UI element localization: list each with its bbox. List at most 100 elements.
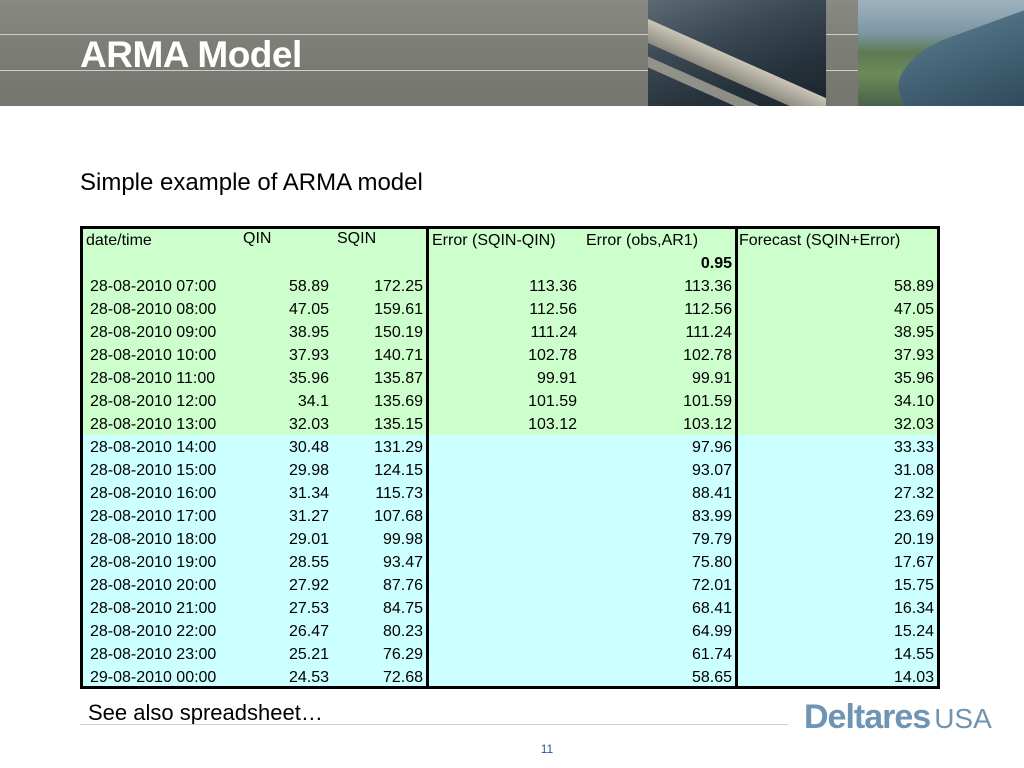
cell-forecast: 20.19 bbox=[893, 531, 934, 548]
cell-forecast: 15.24 bbox=[893, 623, 934, 640]
cell-qin: 32.03 bbox=[288, 416, 329, 433]
cell-qin: 25.21 bbox=[288, 646, 329, 663]
cell-datetime: 28-08-2010 18:00 bbox=[90, 531, 217, 548]
slide-subtitle: Simple example of ARMA model bbox=[80, 169, 423, 196]
cell-err-ar1: 75.80 bbox=[691, 554, 732, 571]
deltares-logo: Deltares USA bbox=[804, 698, 992, 737]
cell-qin: 30.48 bbox=[288, 439, 329, 456]
cell-err-ar1: 64.99 bbox=[691, 623, 732, 640]
cell-err-ar1: 83.99 bbox=[691, 508, 732, 525]
cell-sqin: 124.15 bbox=[374, 462, 423, 479]
cell-qin: 31.27 bbox=[288, 508, 329, 525]
cell-datetime: 28-08-2010 17:00 bbox=[90, 508, 217, 525]
cell-sqin: 80.23 bbox=[382, 623, 423, 640]
cell-forecast: 58.89 bbox=[893, 278, 934, 295]
cell-err-ar1: 72.01 bbox=[691, 577, 732, 594]
cell-err bbox=[432, 620, 577, 643]
cell-err bbox=[432, 505, 577, 528]
cell-err-ar1: 112.56 bbox=[684, 301, 732, 318]
header-rule-bottom bbox=[0, 70, 1024, 71]
ar1-coefficient: 0.95 bbox=[700, 255, 732, 272]
header-qin: QIN bbox=[243, 230, 272, 247]
cell-err: 112.56 bbox=[529, 301, 577, 318]
cell-qin: 29.98 bbox=[288, 462, 329, 479]
logo-suffix: USA bbox=[934, 703, 992, 734]
header-sqin: SQIN bbox=[337, 230, 377, 247]
column-divider-1 bbox=[426, 229, 429, 686]
cell-err bbox=[432, 574, 577, 597]
cell-forecast: 38.95 bbox=[893, 324, 934, 341]
cell-sqin: 107.68 bbox=[374, 508, 423, 525]
cell-err-ar1: 61.74 bbox=[691, 646, 732, 663]
cell-qin: 35.96 bbox=[288, 370, 329, 387]
page-number: 11 bbox=[540, 742, 554, 756]
cell-forecast: 23.69 bbox=[893, 508, 934, 525]
cell-sqin: 115.73 bbox=[375, 485, 423, 502]
cell-qin: 58.89 bbox=[288, 278, 329, 295]
cell-qin: 38.95 bbox=[288, 324, 329, 341]
cell-err: 102.78 bbox=[528, 347, 577, 364]
cell-qin: 31.34 bbox=[288, 485, 329, 502]
cell-qin: 29.01 bbox=[288, 531, 329, 548]
cell-err: 113.36 bbox=[529, 278, 577, 295]
cell-err-ar1: 79.79 bbox=[691, 531, 732, 548]
bridge-photo bbox=[648, 0, 826, 106]
cell-err bbox=[432, 528, 577, 551]
cell-datetime: 28-08-2010 09:00 bbox=[90, 324, 217, 341]
cell-err: 101.59 bbox=[528, 393, 577, 410]
cell-forecast: 33.33 bbox=[893, 439, 934, 456]
cell-sqin: 159.61 bbox=[374, 301, 423, 318]
bridge-deck bbox=[648, 10, 826, 106]
spreadsheet-note: See also spreadsheet… bbox=[88, 700, 323, 725]
cell-datetime: 28-08-2010 22:00 bbox=[90, 623, 217, 640]
cell-datetime: 28-08-2010 11:00 bbox=[90, 370, 216, 387]
cell-err: 111.24 bbox=[530, 324, 577, 341]
cell-sqin: 99.98 bbox=[382, 531, 423, 548]
cell-qin: 47.05 bbox=[288, 301, 329, 318]
column-divider-2 bbox=[735, 229, 738, 686]
cell-err: 103.12 bbox=[528, 416, 577, 433]
cell-qin: 24.53 bbox=[288, 669, 329, 686]
cell-forecast: 37.93 bbox=[893, 347, 934, 364]
cell-err-ar1: 111.24 bbox=[685, 324, 732, 341]
cell-datetime: 28-08-2010 20:00 bbox=[90, 577, 217, 594]
header-error-obs-ar1: Error (obs,AR1) bbox=[586, 232, 699, 249]
cell-sqin: 172.25 bbox=[374, 278, 423, 295]
cell-forecast: 35.96 bbox=[893, 370, 934, 387]
cell-err bbox=[432, 643, 577, 666]
cell-err: 99.91 bbox=[536, 370, 577, 387]
cell-datetime: 28-08-2010 08:00 bbox=[90, 301, 217, 318]
cell-err-ar1: 88.41 bbox=[691, 485, 732, 502]
cell-datetime: 28-08-2010 07:00 bbox=[90, 278, 217, 295]
cell-err-ar1: 93.07 bbox=[691, 462, 732, 479]
forecast-period-band bbox=[83, 435, 937, 686]
cell-err-ar1: 102.78 bbox=[683, 347, 732, 364]
cell-forecast: 31.08 bbox=[893, 462, 934, 479]
cell-qin: 28.55 bbox=[288, 554, 329, 571]
cell-forecast: 14.03 bbox=[893, 669, 934, 686]
cell-sqin: 72.68 bbox=[382, 669, 423, 686]
cell-err bbox=[432, 597, 577, 620]
cell-forecast: 32.03 bbox=[893, 416, 934, 433]
cell-datetime: 28-08-2010 23:00 bbox=[90, 646, 217, 663]
cell-sqin: 93.47 bbox=[382, 554, 423, 571]
cell-sqin: 140.71 bbox=[374, 347, 423, 364]
cell-datetime: 28-08-2010 21:00 bbox=[90, 600, 217, 617]
cell-err-ar1: 113.36 bbox=[684, 278, 732, 295]
cell-err bbox=[432, 459, 577, 482]
cell-err-ar1: 103.12 bbox=[683, 416, 732, 433]
cell-err-ar1: 101.59 bbox=[683, 393, 732, 410]
cell-qin: 34.1 bbox=[297, 393, 329, 410]
cell-qin: 37.93 bbox=[288, 347, 329, 364]
cell-forecast: 15.75 bbox=[893, 577, 934, 594]
slide-title: ARMA Model bbox=[80, 34, 302, 75]
cell-datetime: 28-08-2010 13:00 bbox=[90, 416, 217, 433]
header-datetime: date/time bbox=[86, 232, 152, 249]
cell-err bbox=[432, 482, 577, 505]
cell-datetime: 28-08-2010 10:00 bbox=[90, 347, 217, 364]
cell-forecast: 34.10 bbox=[893, 393, 934, 410]
cell-err bbox=[432, 436, 577, 459]
aerial-photo bbox=[858, 0, 1024, 106]
cell-sqin: 76.29 bbox=[382, 646, 423, 663]
cell-forecast: 47.05 bbox=[893, 301, 934, 318]
